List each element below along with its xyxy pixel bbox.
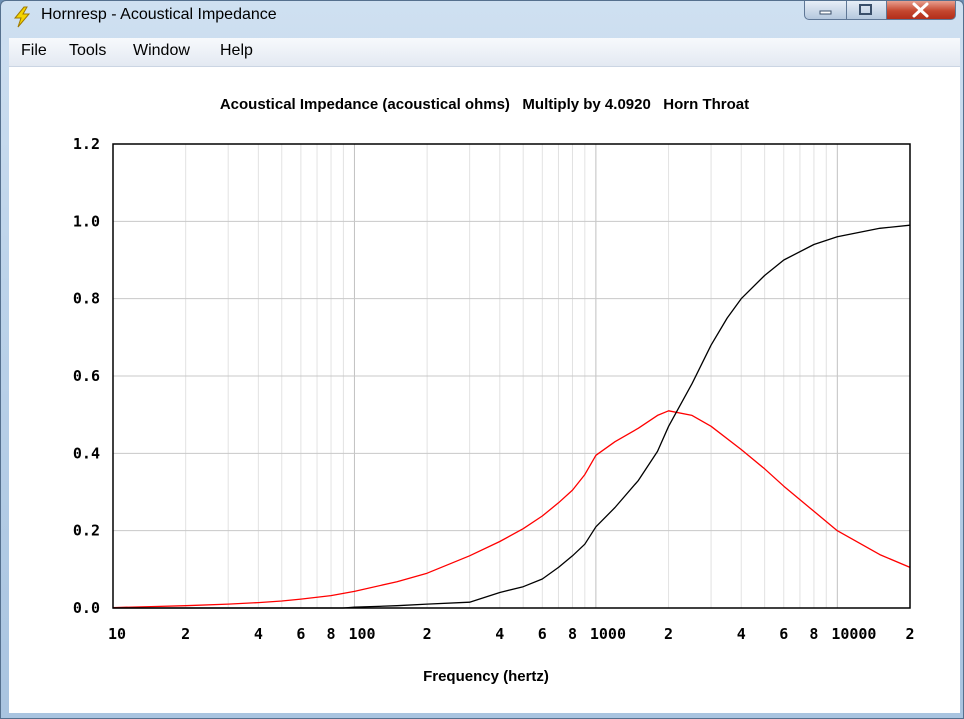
minimize-icon [819, 10, 832, 15]
x-tick-label: 4 [737, 625, 746, 643]
close-icon [912, 2, 929, 18]
x-tick-label: 2 [181, 625, 190, 643]
window-title: Hornresp - Acoustical Impedance [41, 6, 277, 23]
menu-tools[interactable]: Tools [69, 42, 107, 59]
menu-help[interactable]: Help [220, 42, 253, 59]
x-tick-label: 4 [495, 625, 504, 643]
x-tick-label: 100 [348, 625, 375, 643]
black-impedance-curve [113, 224, 911, 609]
y-tick-label: 0.6 [73, 367, 100, 385]
x-tick-label: 2 [423, 625, 432, 643]
y-tick-label: 1.2 [73, 135, 100, 153]
x-axis-label: Frequency (hertz) [423, 668, 549, 685]
x-tick-label: 2 [905, 625, 914, 643]
plot-frame [112, 143, 911, 609]
maximize-button[interactable] [847, 1, 887, 20]
x-tick-label: 6 [296, 625, 305, 643]
red-impedance-curve [112, 410, 911, 609]
lightning-bolt-icon [13, 6, 31, 28]
menu-window[interactable]: Window [133, 42, 190, 59]
y-tick-label: 1.0 [73, 212, 100, 230]
maximize-icon [859, 4, 872, 15]
close-button[interactable] [887, 1, 956, 20]
minimize-button[interactable] [804, 1, 847, 20]
menu-bar: File Tools Window Help [9, 38, 960, 67]
x-tick-label: 8 [809, 625, 818, 643]
x-tick-label: 1000 [590, 625, 626, 643]
y-tick-label: 0.0 [73, 599, 100, 617]
title-bar[interactable]: Hornresp - Acoustical Impedance [1, 1, 963, 33]
x-tick-label: 10 [108, 625, 126, 643]
y-tick-label: 0.2 [73, 522, 100, 540]
chart-area: Acoustical Impedance (acoustical ohms) M… [9, 67, 960, 713]
y-tick-label: 0.4 [73, 444, 100, 462]
impedance-plot: 0.0 0.2 0.4 0.6 0.8 1.0 1.2 10 2 4 6 8 100 2 4 6 8 1000 2 4… [73, 135, 915, 643]
chart-title: Acoustical Impedance (acoustical ohms) M… [219, 96, 750, 113]
x-tick-label: 10000 [831, 625, 876, 643]
menu-file[interactable]: File [21, 42, 47, 59]
x-tick-label: 4 [254, 625, 263, 643]
x-tick-label: 6 [779, 625, 788, 643]
x-tick-label: 8 [327, 625, 336, 643]
x-tick-label: 6 [538, 625, 547, 643]
x-tick-label: 2 [664, 625, 673, 643]
y-tick-label: 0.8 [73, 290, 100, 308]
x-tick-label: 8 [568, 625, 577, 643]
